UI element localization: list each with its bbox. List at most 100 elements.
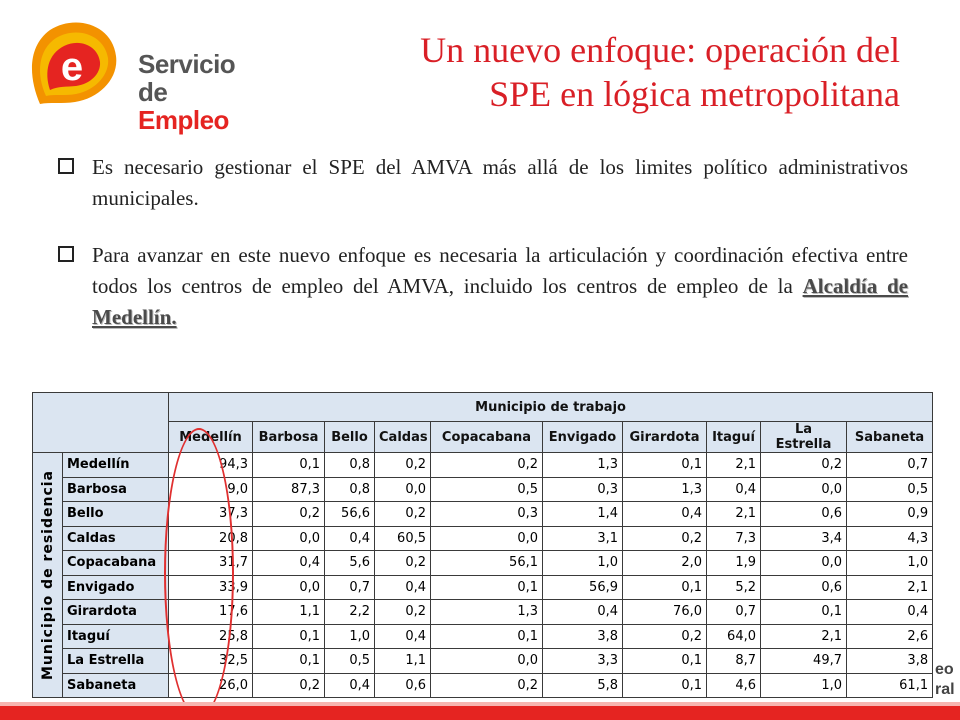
column-header-row: Medellín Barbosa Bello Caldas Copacabana Envi… xyxy=(33,421,934,453)
table-row: La Estrella 32,5 0,1 0,5 1,1 0,0 3,3 0,1 8,7 49,7… xyxy=(33,648,934,674)
table-cell: 2,1 xyxy=(706,452,761,478)
table-cell: 0,2 xyxy=(622,623,707,649)
table-row: Itaguí 25,8 0,1 1,0 0,4 0,1 3,8 0,2 64,0 2,1 2,6 xyxy=(33,623,934,649)
table-cell: 7,3 xyxy=(706,525,761,551)
table-cell: 31,7 xyxy=(168,550,253,576)
table-cell: 0,1 xyxy=(622,574,707,600)
table-cell: 0,1 xyxy=(430,574,543,600)
table-corner xyxy=(32,392,169,453)
table-cell: 3,1 xyxy=(542,525,623,551)
header-municipio-trabajo: Municipio de trabajo xyxy=(167,392,934,422)
table-cell: 0,2 xyxy=(374,501,431,527)
table-cell: 0,2 xyxy=(622,525,707,551)
column-header: Itaguí xyxy=(706,421,761,453)
table-cell: 61,1 xyxy=(845,672,934,698)
table-cell: 2,1 xyxy=(845,574,934,600)
table-row: Barbosa 9,0 87,3 0,8 0,0 0,5 0,3 1,3 0,4 0,0 0,5 xyxy=(33,476,934,502)
table-cell: 0,0 xyxy=(760,550,847,576)
table-cell: 5,8 xyxy=(542,672,623,698)
column-header: Girardota xyxy=(622,421,707,453)
table-cell: 0,1 xyxy=(252,623,325,649)
table-cell: 33,9 xyxy=(168,574,253,600)
row-header-municipio-residencia: Municipio de residencia xyxy=(32,452,63,698)
table-cell: 94,3 xyxy=(168,452,253,478)
table-cell: 2,1 xyxy=(760,623,847,649)
bullet-item: Para avanzar en este nuevo enfoque es ne… xyxy=(58,240,908,333)
table-cell: 0,3 xyxy=(542,476,623,502)
table-cell: 0,4 xyxy=(542,599,623,625)
table-cell: 0,0 xyxy=(430,648,543,674)
table-cell: 1,0 xyxy=(760,672,847,698)
table-cell: 49,7 xyxy=(760,648,847,674)
table-cell: 0,2 xyxy=(374,599,431,625)
row-label: Copacabana xyxy=(62,550,169,576)
table-cell: 0,6 xyxy=(760,574,847,600)
table-cell: 3,4 xyxy=(760,525,847,551)
row-label: Medellín xyxy=(62,452,169,478)
column-header: Caldas xyxy=(374,421,431,453)
svg-text:e: e xyxy=(61,45,83,89)
bullet-item: Es necesario gestionar el SPE del AMVA m… xyxy=(58,152,908,214)
table-cell: 20,8 xyxy=(168,525,253,551)
table-cell: 0,2 xyxy=(252,501,325,527)
table-cell: 0,4 xyxy=(622,501,707,527)
table-cell: 0,4 xyxy=(845,599,934,625)
row-label: Girardota xyxy=(62,599,169,625)
table-cell: 0,5 xyxy=(430,476,543,502)
slide-title: Un nuevo enfoque: operación del SPE en l… xyxy=(300,28,900,116)
table-cell: 56,6 xyxy=(324,501,375,527)
checkbox-bullet-icon xyxy=(58,246,74,262)
table-cell: 2,0 xyxy=(622,550,707,576)
logo-line-de-empleo: de Empleo xyxy=(138,77,229,135)
table-row: Municipio de residencia Medellín 94,3 0,1 0,… xyxy=(32,452,934,698)
table-cell: 25,8 xyxy=(168,623,253,649)
column-header: Copacabana xyxy=(430,421,543,453)
table-cell: 2,6 xyxy=(845,623,934,649)
table-cell: 0,5 xyxy=(845,476,934,502)
slide-title-line2: SPE en lógica metropolitana xyxy=(489,74,900,114)
table-cell: 0,7 xyxy=(845,452,934,478)
table-cell: 0,1 xyxy=(622,452,707,478)
table-cell: 3,3 xyxy=(542,648,623,674)
table-cell: 0,3 xyxy=(430,501,543,527)
table-row: Caldas 20,8 0,0 0,4 60,5 0,0 3,1 0,2 7,3 3,4 4,3 xyxy=(33,525,934,551)
table-row: Copacabana 31,7 0,4 5,6 0,2 56,1 1,0 2,0 1,9 0,0 1… xyxy=(33,550,934,576)
table-cell: 0,4 xyxy=(324,672,375,698)
table-cell: 0,0 xyxy=(374,476,431,502)
table-cell: 0,0 xyxy=(760,476,847,502)
table-cell: 32,5 xyxy=(168,648,253,674)
table-cell: 0,7 xyxy=(706,599,761,625)
table-cell: 0,6 xyxy=(760,501,847,527)
table-row: Girardota 17,6 1,1 2,2 0,2 1,3 0,4 76,0 0,7 0,1 0,… xyxy=(33,599,934,625)
emphasis-alcaldia: Alcaldía de Medellín. xyxy=(92,274,908,329)
table-cell: 0,1 xyxy=(622,672,707,698)
column-header: Medellín xyxy=(168,421,253,453)
table-cell: 1,0 xyxy=(324,623,375,649)
row-label: La Estrella xyxy=(62,648,169,674)
table-cell: 3,8 xyxy=(542,623,623,649)
table-cell: 0,8 xyxy=(324,476,375,502)
table-cell: 0,1 xyxy=(252,648,325,674)
logo-e-icon: e xyxy=(31,22,117,104)
footer-stripe xyxy=(0,702,960,706)
commute-matrix-table: Municipio de trabajo Medellín Barbosa Bell… xyxy=(32,392,934,698)
table-cell: 1,9 xyxy=(706,550,761,576)
column-header: Bello xyxy=(324,421,375,453)
table-cell: 0,0 xyxy=(252,525,325,551)
table-cell: 1,0 xyxy=(845,550,934,576)
table-cell: 0,4 xyxy=(252,550,325,576)
corner-fragment: eo ral xyxy=(935,661,955,698)
table-row: Bello 37,3 0,2 56,6 0,2 0,3 1,4 0,4 2,1 0,6 0,9 xyxy=(33,501,934,527)
table-cell: 0,1 xyxy=(252,452,325,478)
table-cell: 0,0 xyxy=(430,525,543,551)
table-cell: 4,6 xyxy=(706,672,761,698)
row-label: Envigado xyxy=(62,574,169,600)
checkbox-bullet-icon xyxy=(58,158,74,174)
table-cell: 0,4 xyxy=(706,476,761,502)
table-cell: 0,2 xyxy=(430,452,543,478)
table-cell: 60,5 xyxy=(374,525,431,551)
logo-line-servicio: Servicio xyxy=(138,49,236,79)
table-cell: 0,2 xyxy=(760,452,847,478)
table-cell: 0,2 xyxy=(374,550,431,576)
table-cell: 64,0 xyxy=(706,623,761,649)
